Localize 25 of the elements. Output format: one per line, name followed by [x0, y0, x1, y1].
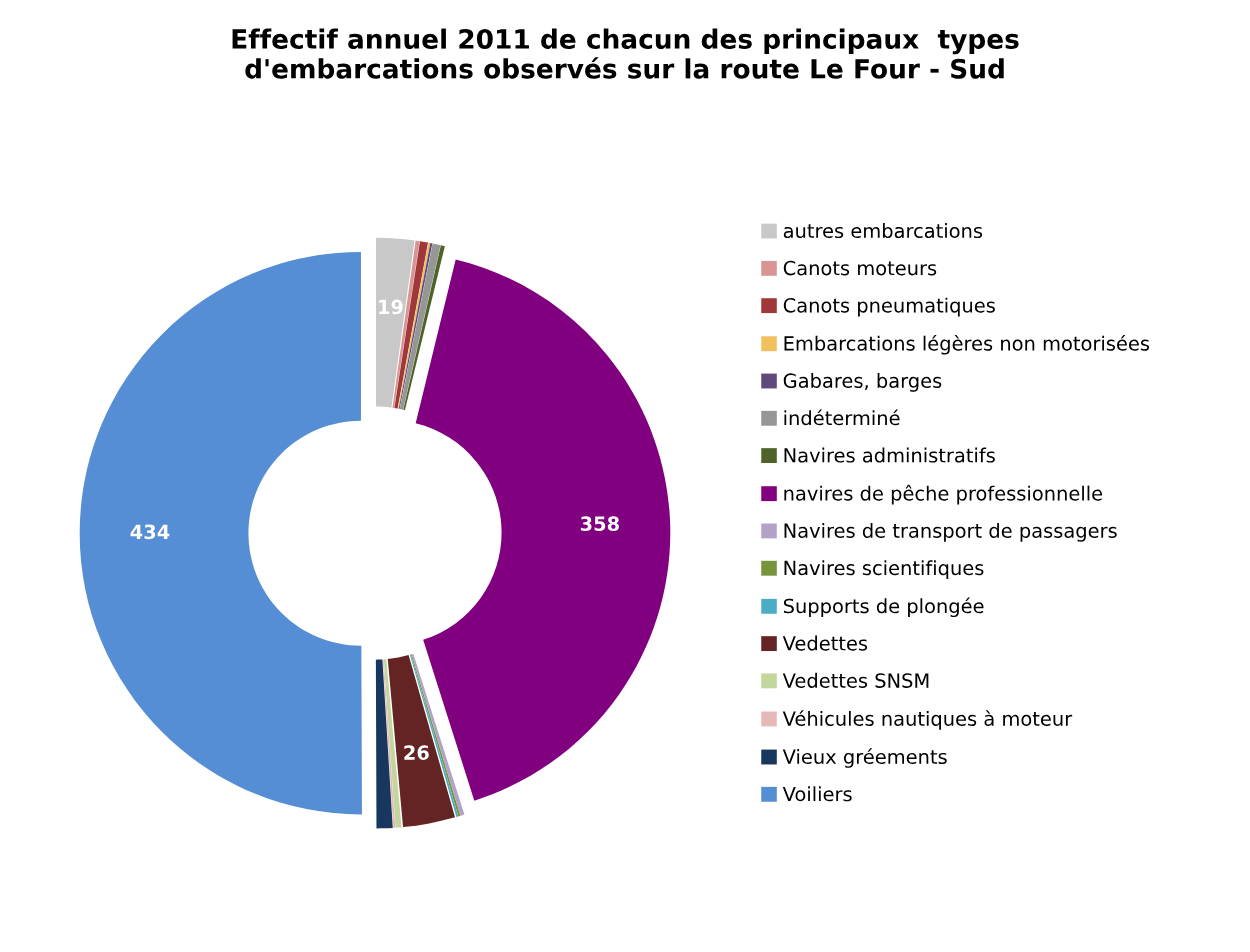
legend-label: Voiliers — [782, 786, 852, 802]
donut-slice — [382, 659, 396, 828]
legend-label: Canots pneumatiques — [783, 297, 995, 317]
legend-label: Véhicules nautiques à moteur — [782, 710, 1073, 730]
legend-label: Vieux gréements — [782, 748, 947, 768]
legend-label: Vedettes — [782, 635, 868, 651]
donut-slice — [375, 237, 415, 408]
data-label: 26 — [404, 745, 429, 760]
donut-slice — [375, 659, 393, 829]
donut-slice — [383, 659, 402, 828]
legend-label: Gabares, barges — [783, 372, 942, 392]
donut-slice — [387, 655, 456, 828]
legend-label: indéterminé — [784, 409, 900, 426]
legend-label: autres embarcations — [783, 223, 983, 239]
legend-label: Supports de plongée — [783, 597, 984, 618]
legend-label: Canots moteurs — [783, 260, 937, 276]
legend-label: Vedettes SNSM — [782, 672, 929, 688]
legend-label: navires de pêche professionnelle — [784, 484, 1103, 505]
legend-label: Navires de transport de passagers — [784, 522, 1117, 542]
data-label: 434 — [130, 524, 170, 540]
legend-label: Embarcations légères non motorisées — [784, 334, 1150, 355]
legend-label: Navires scientifiques — [784, 560, 984, 580]
legend-label: Navires administratifs — [784, 447, 995, 463]
chart-title: Effectif annuel 2011 de chacun des principaux types d'embarcations observés sur la route Le Four - Sud — [232, 28, 1019, 79]
data-label: 358 — [580, 516, 619, 532]
